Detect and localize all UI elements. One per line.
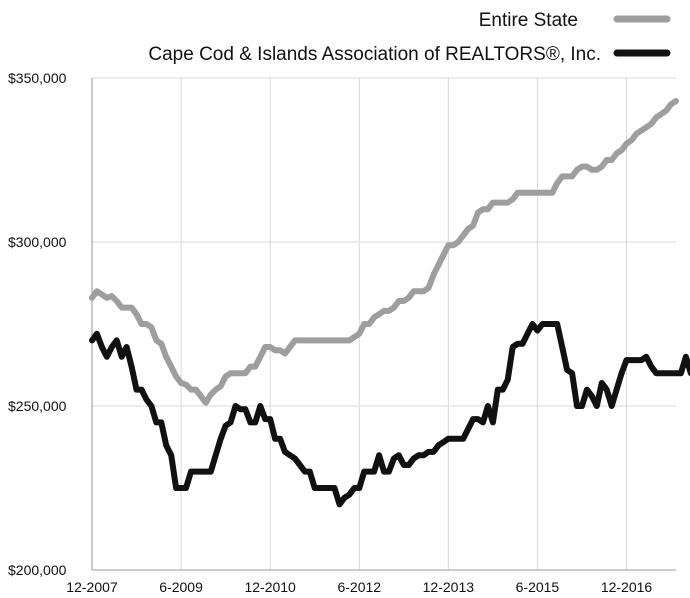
x-tick-label: 6-2009	[159, 579, 203, 595]
y-tick-label: $250,000	[8, 398, 67, 414]
legend: Entire State Cape Cod & Islands Associat…	[148, 10, 671, 65]
x-tick-label: 6-2015	[516, 579, 560, 595]
y-axis-tick-labels: $200,000 $250,000 $300,000 $350,000	[8, 70, 67, 578]
series-layer	[89, 98, 690, 508]
x-axis-tick-labels: 12-2007 6-2009 12-2010 6-2012 12-2013 6-2015 1…	[66, 579, 652, 595]
y-tick-label: $200,000	[8, 562, 67, 578]
legend-label-entire-state: Entire State	[479, 10, 578, 31]
plot-frame	[91, 78, 676, 571]
x-tick-label: 12-2007	[66, 579, 118, 595]
y-tick-label: $300,000	[8, 234, 67, 250]
legend-label-cape-cod: Cape Cod & Islands Association of REALTO…	[148, 44, 601, 65]
x-tick-label: 12-2010	[244, 579, 296, 595]
x-tick-label: 12-2013	[423, 579, 475, 595]
series-line-entire-state	[89, 98, 679, 406]
x-tick-label: 6-2012	[337, 579, 381, 595]
series-line-cape-cod	[89, 321, 690, 508]
x-tick-label: 12-2016	[601, 579, 653, 595]
y-tick-label: $350,000	[8, 70, 67, 86]
grid-lines	[91, 77, 676, 571]
